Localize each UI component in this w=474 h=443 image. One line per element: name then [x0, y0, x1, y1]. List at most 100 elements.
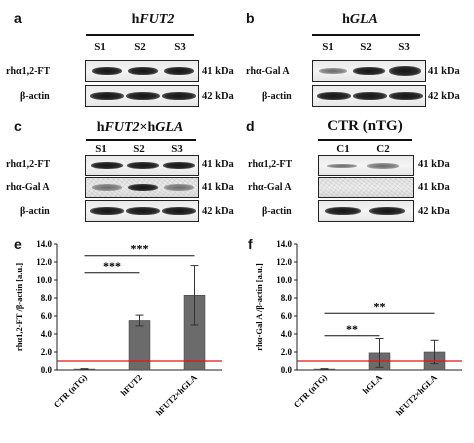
panel-c-title: hFUT2×hGLA	[70, 120, 210, 136]
panel-label-a: a	[14, 10, 22, 26]
kda-label: 41 kDa	[418, 182, 450, 193]
y-tick-label: 4.0	[41, 329, 53, 339]
kda-label: 42 kDa	[202, 206, 234, 217]
blot-band	[353, 67, 385, 75]
blot-band	[163, 162, 195, 169]
blot-band	[389, 92, 423, 100]
x-category-label: hFUT2×hGLA	[154, 372, 200, 418]
y-tick-label: 2.0	[281, 347, 293, 357]
blot-band	[92, 67, 122, 75]
blot-strip	[312, 60, 426, 82]
panel-label-c: c	[14, 118, 22, 134]
y-tick-label: 12.0	[276, 257, 292, 267]
x-category-label: hGLA	[360, 372, 384, 396]
panel-label-f: f	[248, 236, 253, 252]
x-category-label: hFUT2×hGLA	[394, 372, 440, 418]
panel-c-title-prefix: h	[96, 120, 105, 135]
bar-chart-f: rhα-Gal A /β-actin [a.u.] 0.0 2.0 4.0 6.0 8.0…	[254, 239, 462, 418]
blot-strip	[85, 200, 199, 222]
blot-band	[367, 163, 399, 169]
blot-band	[327, 164, 357, 168]
blot-strip	[85, 155, 199, 176]
panel-c-underline	[86, 139, 196, 141]
row-label: rhα-Gal A	[246, 66, 290, 77]
blot-band	[317, 92, 351, 100]
panel-d-underline	[318, 139, 412, 141]
kda-label: 41 kDa	[202, 66, 234, 77]
y-tick-label: 8.0	[41, 293, 53, 303]
lane-label: S1	[322, 41, 334, 53]
kda-label: 42 kDa	[202, 91, 234, 102]
panel-c-title-mid: ×h	[139, 120, 156, 135]
row-label: β-actin	[20, 91, 50, 102]
significance-stars: ***	[131, 242, 149, 256]
blot-strip	[312, 85, 426, 107]
blot-band	[90, 92, 124, 100]
bar-chart-e: rhα1,2-FT /β-actin [a.u.] 0.0 2.0 4.0 6.0 8.0…	[14, 239, 222, 418]
y-tick-label: 10.0	[276, 275, 292, 285]
lane-label: C2	[376, 143, 390, 155]
blot-band	[162, 92, 196, 100]
panel-label-d: d	[246, 118, 255, 134]
y-tick-label: 14.0	[36, 239, 52, 249]
y-tick-label: 12.0	[36, 257, 52, 267]
blot-band	[369, 207, 405, 215]
y-axis-label: rhα-Gal A /β-actin [a.u.]	[254, 263, 264, 351]
blot-band	[162, 207, 196, 215]
y-tick-label: 10.0	[36, 275, 52, 285]
row-label: rhα1,2-FT	[6, 159, 51, 170]
x-category-label: CTR (nTG)	[292, 372, 329, 409]
lane-label: S3	[174, 41, 186, 53]
y-tick-label: 14.0	[276, 239, 292, 249]
panel-b-title-gene: GLA	[349, 12, 378, 27]
row-label: rhα1,2-FT	[248, 159, 293, 170]
lane-label: S2	[360, 41, 372, 53]
kda-label: 42 kDa	[418, 206, 450, 217]
panel-label-e: e	[14, 236, 22, 252]
kda-label: 41 kDa	[428, 66, 460, 77]
kda-label: 42 kDa	[428, 91, 460, 102]
bar	[128, 320, 151, 371]
panel-a-title: hFUT2	[88, 12, 218, 28]
panel-d-title: CTR (nTG)	[327, 118, 403, 134]
blot-strip	[85, 60, 199, 82]
row-label: β-actin	[262, 91, 292, 102]
panel-label-b: b	[246, 10, 255, 26]
row-label: β-actin	[262, 206, 292, 217]
kda-label: 41 kDa	[418, 159, 450, 170]
blot-band	[126, 207, 160, 215]
kda-label: 41 kDa	[202, 159, 234, 170]
x-category-label: hFUT2	[118, 372, 143, 397]
row-label: rhα-Gal A	[6, 182, 50, 193]
panel-a-title-prefix: h	[131, 12, 140, 27]
blot-band	[91, 162, 123, 169]
lane-label: S3	[398, 41, 410, 53]
lane-label: S2	[134, 41, 146, 53]
blot-strip	[318, 200, 414, 222]
blot-band	[92, 184, 122, 191]
row-label: rhα-Gal A	[248, 182, 292, 193]
blot-band	[128, 67, 158, 75]
blot-band	[319, 68, 347, 74]
blot-band	[90, 207, 124, 215]
panel-b-underline	[312, 34, 420, 36]
panel-c-title-gene2: GLA	[155, 120, 184, 135]
blot-band	[128, 184, 158, 191]
lane-label: S1	[94, 41, 106, 53]
row-label: rhα1,2-FT	[6, 66, 51, 77]
significance-stars: **	[374, 299, 386, 313]
blot-band	[127, 162, 159, 169]
y-tick-label: 2.0	[41, 347, 53, 357]
kda-label: 41 kDa	[202, 182, 234, 193]
panel-a-title-gene: FUT2	[139, 12, 175, 27]
y-tick-label: 0.0	[281, 365, 293, 375]
panel-b-title: hGLA	[300, 12, 420, 28]
x-category-label: CTR (nTG)	[52, 372, 89, 409]
lane-label: S3	[171, 143, 183, 155]
blot-band	[353, 92, 387, 100]
panel-a-underline	[86, 34, 194, 36]
blot-strip	[318, 155, 414, 176]
significance-stars: **	[346, 322, 358, 336]
panel-b-title-prefix: h	[342, 12, 350, 27]
